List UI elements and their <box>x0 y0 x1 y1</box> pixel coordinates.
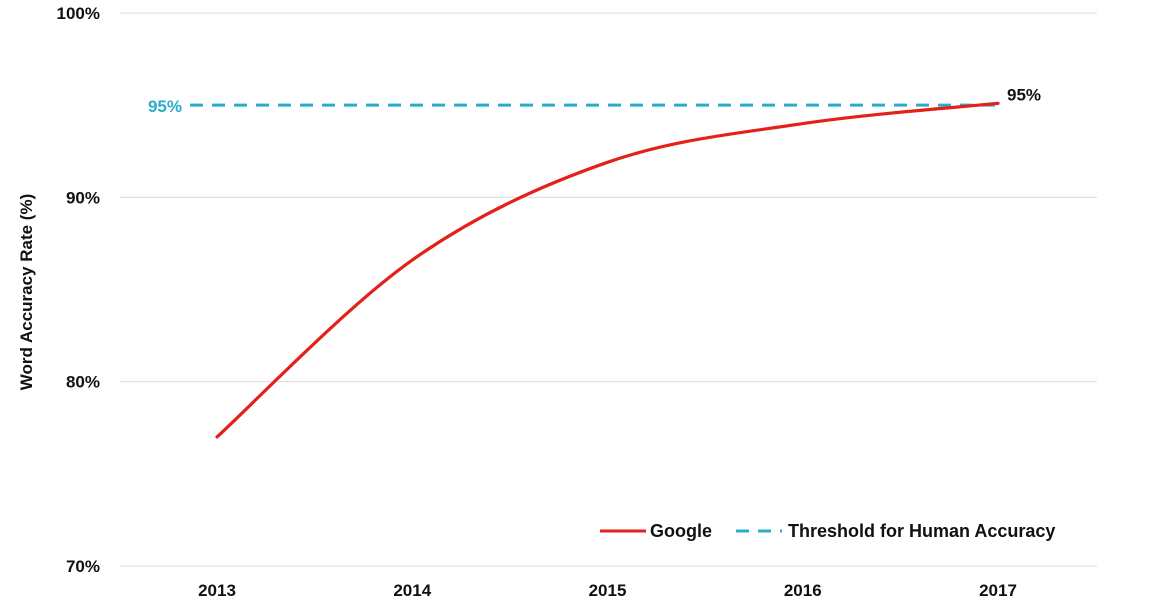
x-tick-label: 2014 <box>393 581 431 600</box>
annotations: 95% 95% <box>148 85 1041 116</box>
legend-label-threshold: Threshold for Human Accuracy <box>788 521 1055 541</box>
series-lines <box>190 101 1000 439</box>
y-tick-label: 100% <box>57 4 100 23</box>
y-tick-label: 90% <box>66 188 100 207</box>
x-tick-label: 2015 <box>589 581 627 600</box>
series-line-google <box>215 101 1000 439</box>
legend: Google Threshold for Human Accuracy <box>600 521 1055 541</box>
x-tick-label: 2013 <box>198 581 236 600</box>
threshold-value-label: 95% <box>148 97 182 116</box>
y-axis-label: Word Accuracy Rate (%) <box>17 194 36 391</box>
x-tick-label: 2016 <box>784 581 822 600</box>
google-end-value-label: 95% <box>1007 85 1041 104</box>
y-axis-ticks: 70% 80% 90% 100% <box>57 4 100 576</box>
gridlines <box>120 12 1097 567</box>
x-tick-label: 2017 <box>979 581 1017 600</box>
y-tick-label: 70% <box>66 557 100 576</box>
y-tick-label: 80% <box>66 373 100 392</box>
x-axis-ticks: 2013 2014 2015 2016 2017 <box>198 581 1017 600</box>
legend-label-google: Google <box>650 521 712 541</box>
